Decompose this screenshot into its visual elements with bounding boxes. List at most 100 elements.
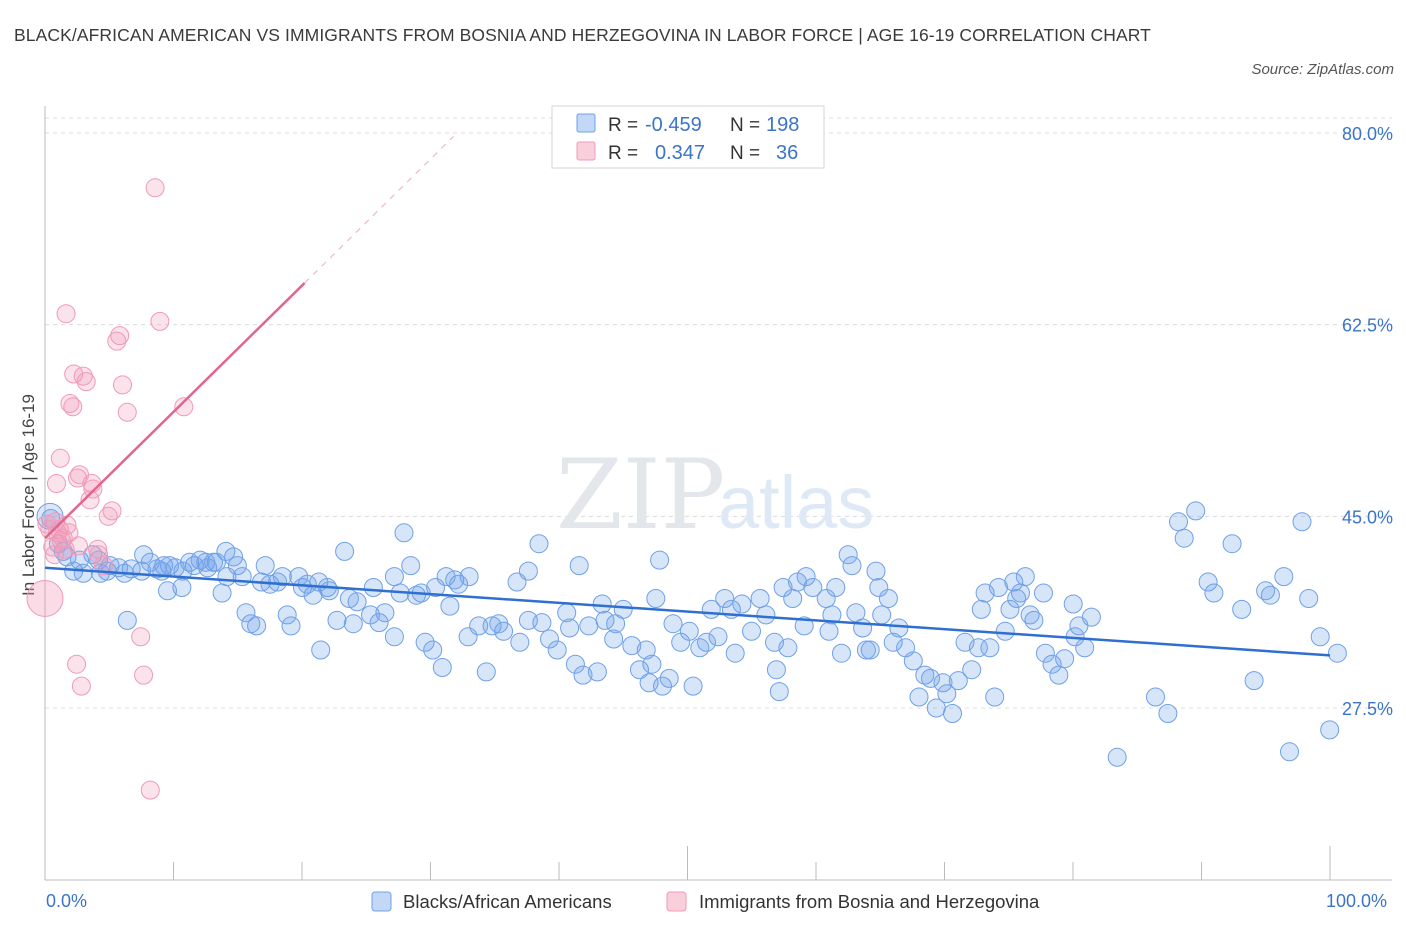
bottom-legend-swatch-pink xyxy=(666,891,687,912)
blacks-data-point xyxy=(968,638,988,658)
blacks-data-point xyxy=(883,632,903,652)
blacks-data-point xyxy=(375,603,395,623)
bosnia-data-point xyxy=(89,545,109,565)
bosnia-data-point xyxy=(26,579,64,617)
blacks-data-point xyxy=(1055,649,1075,669)
bosnia-data-point xyxy=(102,501,122,521)
blacks-data-point xyxy=(394,523,414,543)
bosnia-data-point xyxy=(93,556,113,576)
blacks-data-point xyxy=(750,589,770,608)
blacks-data-point xyxy=(1081,607,1101,627)
blacks-data-point xyxy=(247,616,267,636)
blacks-data-point xyxy=(642,654,662,674)
blacks-data-point xyxy=(236,603,256,623)
blacks-data-point xyxy=(832,643,851,663)
blacks-data-point xyxy=(766,660,786,680)
blacks-data-point xyxy=(1222,534,1242,554)
bosnia-data-point xyxy=(64,364,84,384)
blacks-data-point xyxy=(565,654,585,674)
blacks-data-point xyxy=(653,676,672,696)
series-legend: Blacks/African Americans Immigrants from… xyxy=(371,891,1040,912)
blacks-data-point xyxy=(1204,583,1224,603)
y-tick-labels: 27.5% 45.0% 62.5% 80.0% xyxy=(1342,124,1393,719)
bosnia-data-point xyxy=(80,490,100,510)
y-tick-label: 27.5% xyxy=(1342,699,1393,719)
blacks-data-point xyxy=(756,605,776,625)
blacks-data-point xyxy=(134,545,154,565)
bosnia-data-point xyxy=(67,654,87,674)
legend-n-label-2: N = xyxy=(730,143,760,164)
blacks-data-point xyxy=(529,534,549,554)
blacks-data-point xyxy=(1198,572,1218,592)
blacks-data-point xyxy=(432,658,452,677)
blacks-data-point xyxy=(1169,512,1188,532)
blacks-data-point xyxy=(909,687,929,707)
blacks-data-point xyxy=(725,643,745,663)
blacks-data-point xyxy=(794,616,814,636)
bosnia-data-point xyxy=(71,676,91,696)
blacks-data-point xyxy=(683,676,703,696)
blacks-data-point xyxy=(547,640,567,660)
blacks-data-point xyxy=(384,627,404,647)
blacks-data-point xyxy=(819,621,839,641)
blacks-data-point xyxy=(732,594,752,614)
bosnia-data-point xyxy=(110,326,130,346)
blacks-data-point xyxy=(587,662,607,682)
blacks-data-point xyxy=(319,581,339,601)
blacks-data-point xyxy=(1327,643,1347,663)
blacks-data-point xyxy=(172,578,192,597)
blacks-data-point xyxy=(948,671,968,691)
blacks-data-point xyxy=(1158,704,1178,723)
y-tick-label: 80.0% xyxy=(1342,124,1393,144)
blacks-data-point xyxy=(311,640,331,660)
bosnia-data-point xyxy=(50,448,70,468)
bosnia-data-point xyxy=(47,474,66,493)
blacks-data-point xyxy=(943,704,962,723)
blacks-data-point xyxy=(646,589,666,608)
blacks-data-point xyxy=(459,567,479,587)
blacks-data-point xyxy=(842,556,862,576)
blacks-data-point xyxy=(1020,605,1040,625)
legend-n-value-1: 198 xyxy=(766,114,799,136)
blacks-data-point xyxy=(1310,627,1330,647)
blacks-data-point xyxy=(803,578,823,597)
bosnia-data-point xyxy=(59,523,79,543)
bosnia-data-point xyxy=(98,506,118,526)
blacks-data-point xyxy=(869,578,889,597)
blacks-data-point xyxy=(1042,654,1062,674)
blacks-data-point xyxy=(915,665,935,685)
blacks-data-point xyxy=(560,618,580,638)
blacks-data-point xyxy=(212,583,232,603)
blacks-data-point xyxy=(889,618,909,638)
blacks-data-point xyxy=(937,684,957,704)
blacks-data-point xyxy=(255,556,275,576)
bottom-legend-label-pink: Immigrants from Bosnia and Herzegovina xyxy=(699,891,1040,912)
blacks-data-point xyxy=(715,589,735,608)
bosnia-trend-extension xyxy=(304,135,455,284)
legend-r-label-1: R = xyxy=(608,115,638,136)
bosnia-data-point xyxy=(113,375,132,395)
blacks-data-point xyxy=(650,550,670,570)
blacks-data-point xyxy=(1244,671,1264,691)
blacks-data-point xyxy=(838,545,858,565)
blacks-data-point xyxy=(1049,665,1069,685)
blacks-data-point xyxy=(532,613,552,633)
blacks-data-point xyxy=(281,616,301,636)
blacks-data-point xyxy=(933,673,953,693)
blacks-data-point xyxy=(853,618,873,638)
bosnia-data-point xyxy=(56,304,76,324)
blacks-data-point xyxy=(796,567,816,587)
blacks-data-point xyxy=(540,629,559,649)
blacks-data-point xyxy=(1280,742,1299,762)
x-tick-label-max: 100.0% xyxy=(1326,891,1387,911)
bosnia-data-point xyxy=(107,331,127,351)
blacks-data-point xyxy=(595,610,615,630)
blacks-data-point xyxy=(783,589,803,608)
blacks-data-point xyxy=(449,574,469,594)
bosnia-data-point xyxy=(117,402,137,422)
blacks-data-point xyxy=(518,561,538,581)
blacks-data-point xyxy=(985,687,1005,707)
blacks-data-point xyxy=(117,610,137,630)
series-bosnia-points xyxy=(26,178,194,800)
legend-r-label-2: R = xyxy=(608,143,638,164)
